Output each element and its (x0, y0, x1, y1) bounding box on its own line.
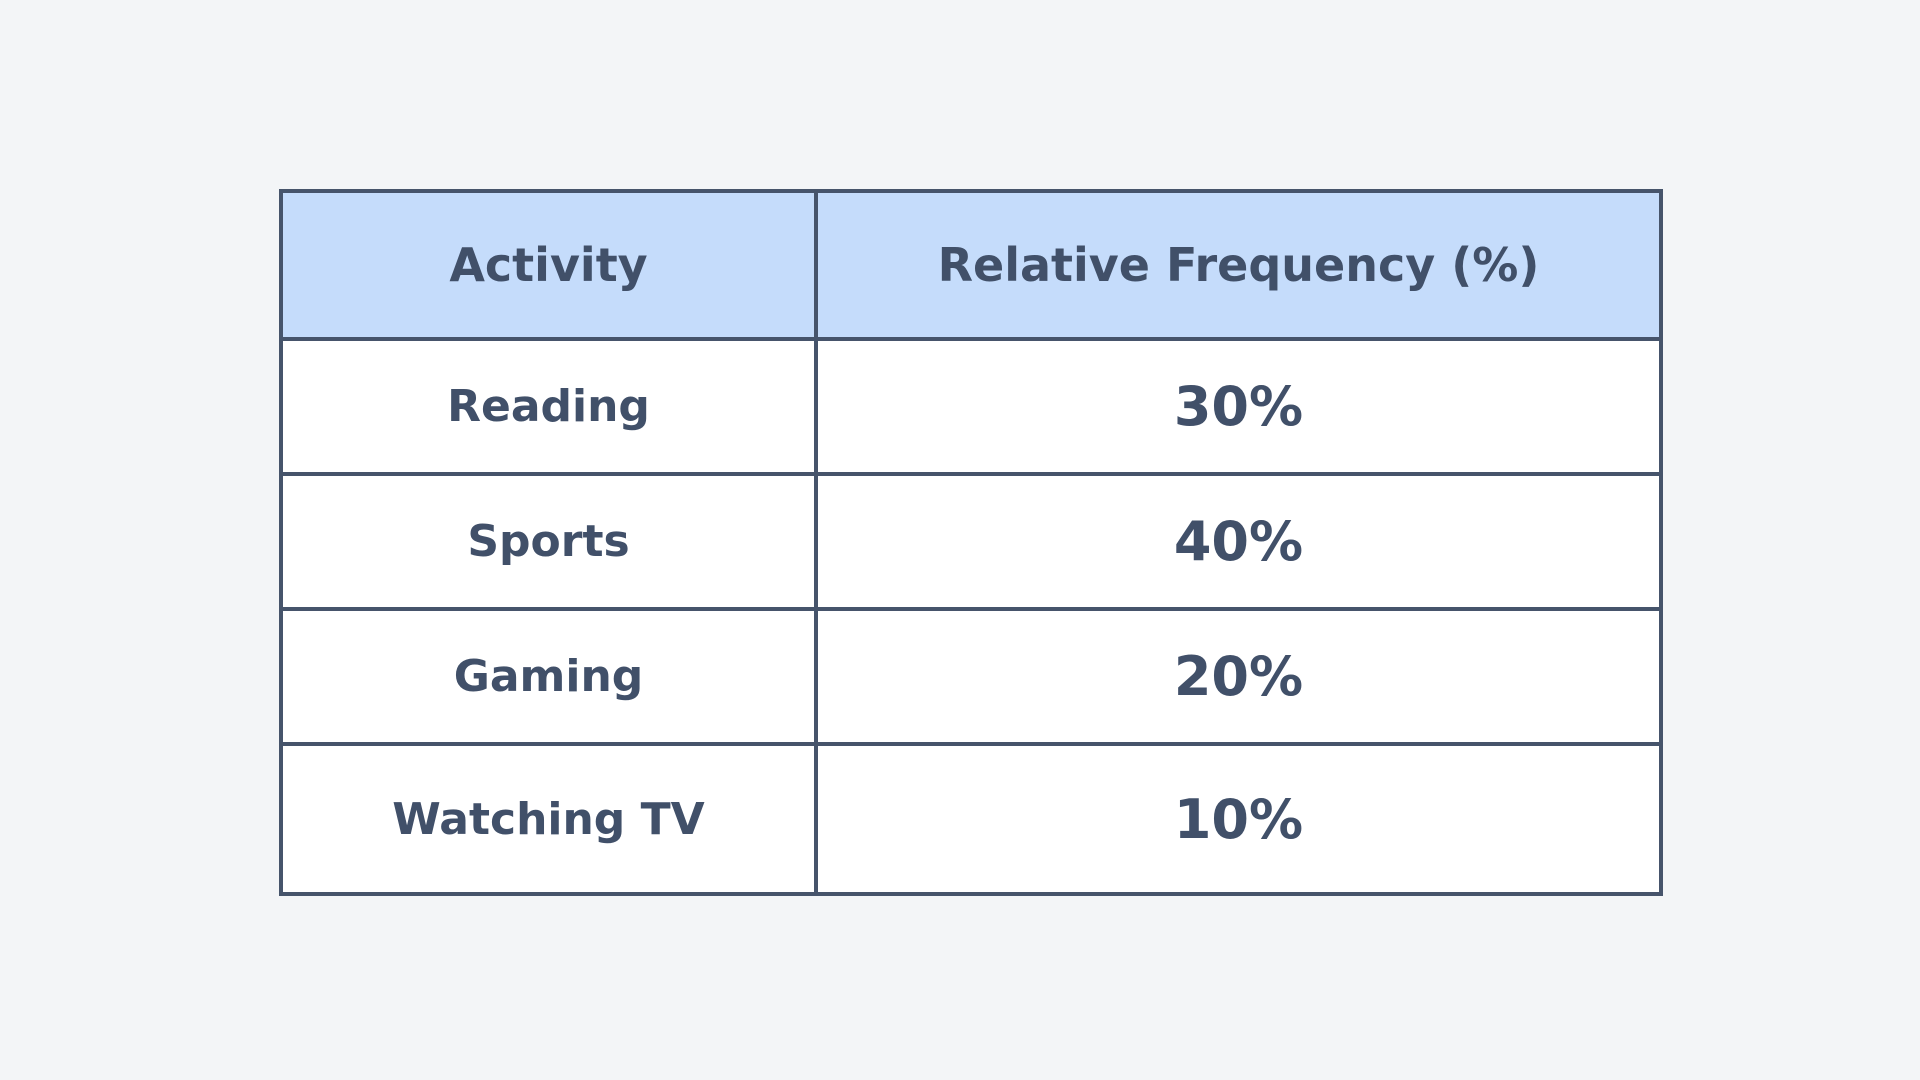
row: Reading 30% (279, 337, 1663, 476)
activity-cell: Reading (279, 337, 818, 476)
activity-cell: Watching TV (279, 742, 818, 896)
frequency-cell: 20% (814, 607, 1663, 746)
row: Sports 40% (279, 472, 1663, 611)
frequency-table: Activity Relative Frequency (%) Reading … (279, 189, 1663, 896)
header-cell: Relative Frequency (%) (814, 189, 1663, 341)
activity-cell: Gaming (279, 607, 818, 746)
row: Gaming 20% (279, 607, 1663, 746)
activity-cell: Sports (279, 472, 818, 611)
header-cell: Activity (279, 189, 818, 341)
frequency-cell: 40% (814, 472, 1663, 611)
frequency-cell: 10% (814, 742, 1663, 896)
header-row: Activity Relative Frequency (%) (279, 189, 1663, 341)
row: Watching TV 10% (279, 742, 1663, 896)
frequency-cell: 30% (814, 337, 1663, 476)
